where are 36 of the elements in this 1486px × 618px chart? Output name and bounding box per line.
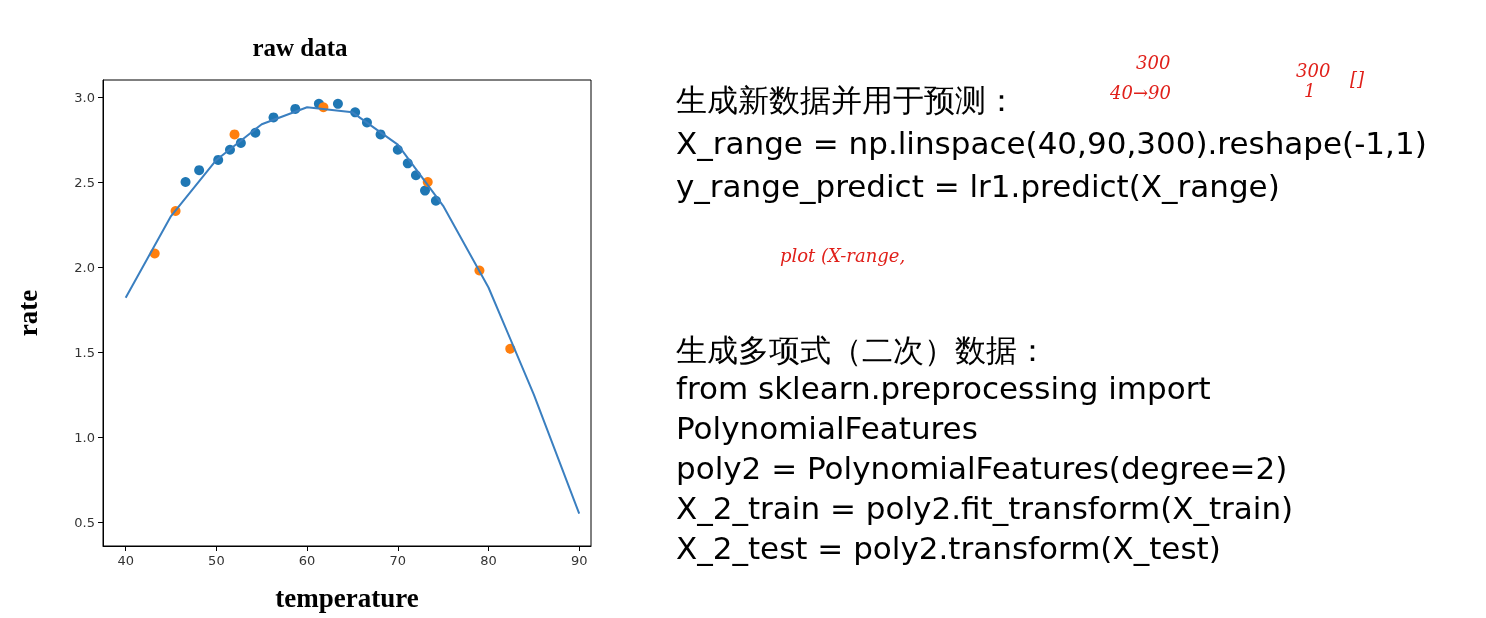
text: from sklearn.preprocessing import	[676, 370, 1211, 406]
chart-title: raw data	[252, 34, 349, 61]
point	[332, 98, 343, 109]
line-series	[124, 106, 581, 515]
x-tick-label: 50	[208, 553, 225, 568]
point	[420, 185, 431, 196]
text: y_range_predict = lr1.predict(X_range)	[676, 168, 1280, 204]
y-tick-label: 2.5	[74, 174, 95, 190]
x-tick-label: 80	[480, 553, 497, 568]
text: 生成新数据并用于预测：	[676, 81, 1017, 120]
text: 1	[1304, 80, 1316, 101]
point	[180, 177, 191, 188]
y-tick-label: 3.0	[74, 89, 95, 105]
y-tick-label: 2.0	[74, 259, 95, 275]
text: X_2_test = poly2.transform(X_test)	[676, 530, 1221, 566]
point	[194, 165, 205, 176]
y-tick-label: 0.5	[74, 514, 95, 530]
y-tick-label: 1.0	[74, 429, 95, 445]
text: 300	[1296, 60, 1331, 81]
y-axis-title: rate	[12, 289, 43, 337]
x-axis-title: temperature	[275, 582, 419, 613]
text: 300	[1136, 52, 1171, 73]
x-tick-label: 70	[389, 553, 407, 568]
x-tick-label: 40	[117, 553, 134, 568]
text: 生成多项式（二次）数据：	[676, 332, 1048, 368]
text: PolynomialFeatures	[676, 410, 978, 446]
point	[229, 129, 240, 140]
text: poly2 = PolynomialFeatures(degree=2)	[676, 450, 1288, 486]
x-tick-label: 60	[298, 553, 316, 568]
y-tick-label: 1.5	[74, 344, 95, 360]
text: X_range = np.linspace(40,90,300).reshape(-1,1)	[676, 125, 1427, 161]
x-tick-label: 90	[570, 553, 588, 568]
text: []	[1350, 68, 1365, 89]
text: plot (X-range,	[780, 245, 906, 266]
text: X_2_train = poly2.fit_transform(X_train)	[676, 490, 1294, 526]
text: 40→90	[1110, 82, 1171, 103]
